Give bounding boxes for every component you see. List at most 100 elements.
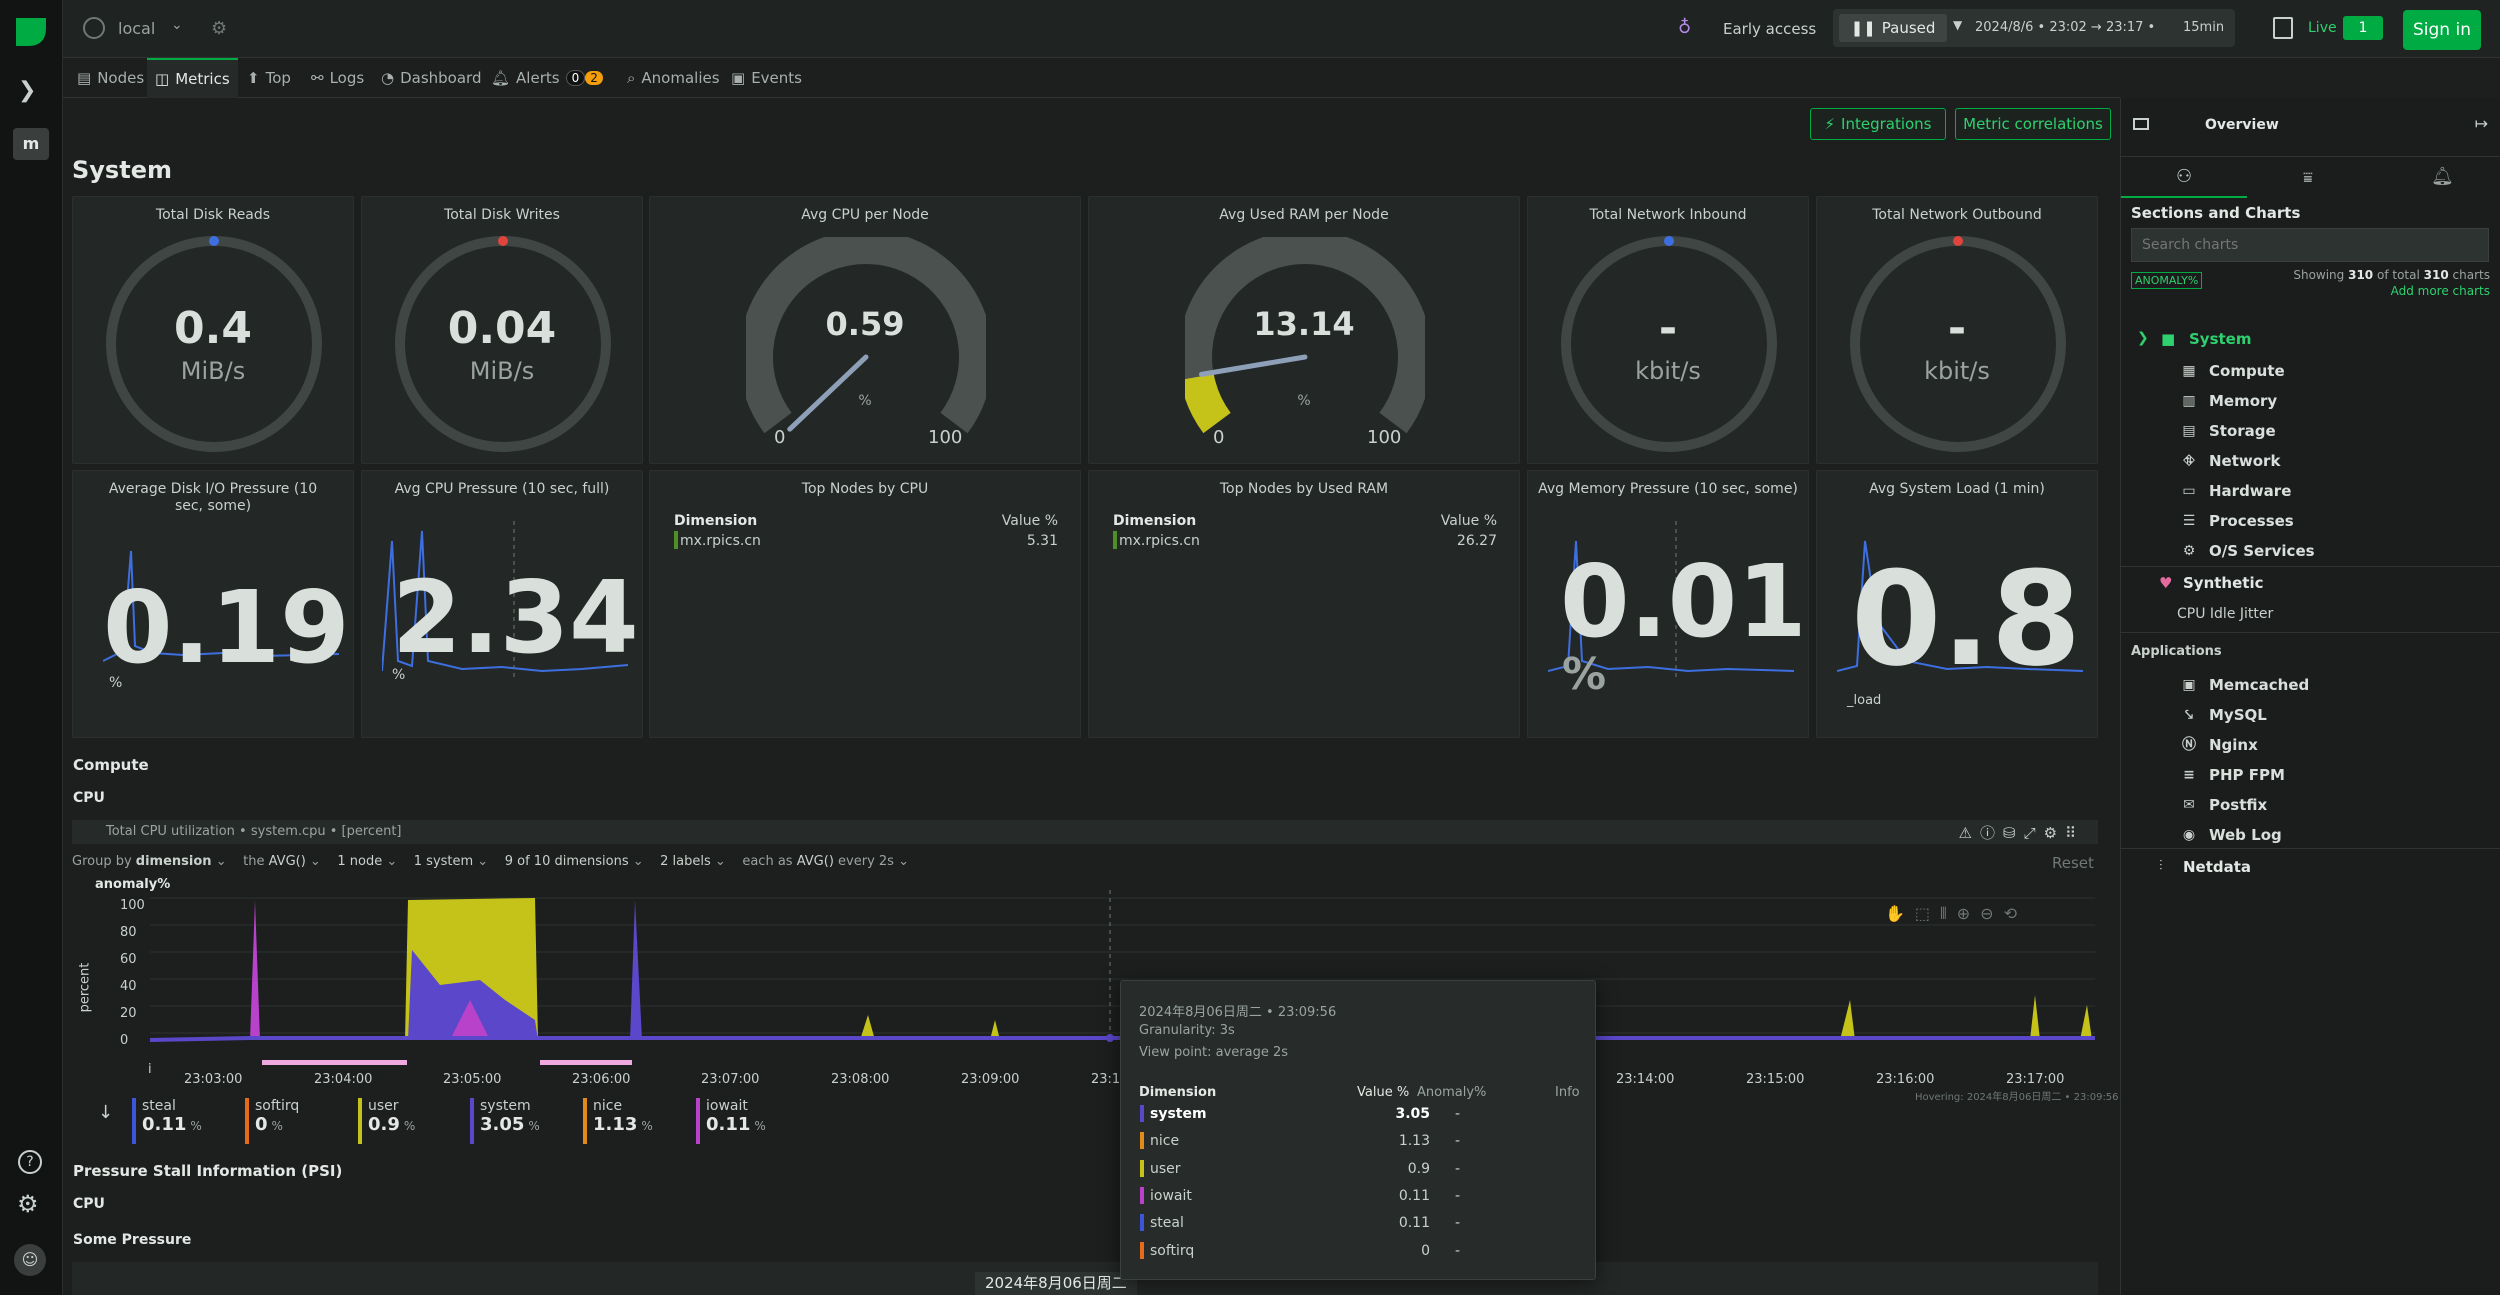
pause-button[interactable]: ❚❚ Paused — [1839, 14, 1947, 42]
sidebar-item-hardware[interactable]: ▭ Hardware — [2182, 482, 2292, 500]
sidebar-item-compute[interactable]: ▦ Compute — [2182, 362, 2285, 380]
gauge-unit: % — [1297, 393, 1311, 409]
time-aggregation-select[interactable]: AVG() — [796, 854, 834, 869]
big-value: 0.19 — [103, 569, 350, 686]
legend-item-system[interactable]: system 3.05% — [470, 1098, 578, 1144]
cpu-pressure-card[interactable]: Avg CPU Pressure (10 sec, full) 2.34 % — [361, 470, 643, 738]
legend-item-user[interactable]: user 0.9% — [358, 1098, 466, 1144]
tab-metrics[interactable]: ◫ Metrics — [147, 58, 238, 98]
gauge-value: 0.4 — [174, 303, 252, 354]
collapse-sidebar-icon[interactable]: ↦ — [2474, 114, 2488, 133]
metric-correlations-button[interactable]: Metric correlations — [1955, 108, 2111, 140]
sidebar-app-web-log[interactable]: ◉ Web Log — [2182, 826, 2282, 844]
sidebar-app-nginx[interactable]: Ⓝ Nginx — [2182, 736, 2258, 754]
add-more-charts-link[interactable]: Add more charts — [2390, 284, 2490, 298]
top-nodes-cpu-card[interactable]: Top Nodes by CPU Dimension Value % mx.rp… — [649, 470, 1081, 738]
legend-item-nice[interactable]: nice 1.13% — [583, 1098, 691, 1144]
integrations-button[interactable]: ⚡ Integrations — [1810, 108, 1946, 140]
system-load-card[interactable]: Avg System Load (1 min) 0.8 _load — [1816, 470, 2098, 738]
labels-filter[interactable]: 2 labels — [660, 854, 711, 869]
sidebar-item-netdata[interactable]: Netdata — [2183, 858, 2252, 876]
node-name[interactable]: mx.rpics.cn — [680, 533, 761, 549]
gauge-card-disk-reads[interactable]: Total Disk Reads 0.4 MiB/s — [72, 196, 354, 464]
aggregation-select[interactable]: AVG() — [268, 854, 306, 869]
tab-anomalies[interactable]: ⌕ Anomalies — [627, 69, 720, 87]
chart-filter-bar[interactable]: Group by dimension ⌄ the AVG() ⌄ 1 node … — [72, 854, 909, 869]
tooltip-swatch — [1140, 1241, 1144, 1259]
space-settings-icon[interactable]: ⚙ — [211, 18, 228, 39]
sidebar-app-mysql[interactable]: ⤥ MySQL — [2181, 706, 2267, 724]
legend-toggle-arrow-icon[interactable]: ↓ — [98, 1102, 114, 1123]
sidebar-item-storage[interactable]: ▤ Storage — [2182, 422, 2276, 440]
nodes-filter[interactable]: 1 node — [337, 854, 383, 869]
node-name[interactable]: mx.rpics.cn — [1119, 533, 1200, 549]
card-title: Average Disk I/O Pressure (10 sec, some) — [108, 481, 318, 514]
space-chevron-down-icon[interactable]: ⌄ — [171, 17, 183, 33]
x-tick-label: 23:06:00 — [572, 1072, 631, 1087]
legend-item-iowait[interactable]: iowait 0.11% — [696, 1098, 804, 1144]
legend-item-steal[interactable]: steal 0.11% — [132, 1098, 240, 1144]
space-name[interactable]: local — [118, 19, 156, 38]
group-by-label: Group by — [72, 854, 132, 869]
memory-pressure-card[interactable]: Avg Memory Pressure (10 sec, some) 0.01 … — [1527, 470, 1809, 738]
dimensions-filter[interactable]: 9 of 10 dimensions — [504, 854, 629, 869]
chart-toolbar-icons[interactable]: ⚠ⓘ⛁⤢⚙⠿ — [1958, 824, 2084, 842]
chart-zoom-tools[interactable]: ✋⬚⫴⊕⊖⟲ — [1885, 904, 2027, 923]
reset-button[interactable]: Reset — [2052, 854, 2094, 872]
tab-nodes[interactable]: ▤ Nodes — [77, 69, 145, 87]
sidebar-item-system[interactable]: System — [2189, 330, 2252, 348]
top-nodes-ram-card[interactable]: Top Nodes by Used RAM Dimension Value % … — [1088, 470, 1520, 738]
early-access-link[interactable]: Early access — [1723, 20, 1817, 38]
alerts-bell-icon[interactable]: 🔔︎ — [2431, 166, 2454, 187]
nodes-panel-icon[interactable] — [2273, 17, 2293, 39]
system-expand-chevron-icon[interactable]: ❯ — [2137, 330, 2149, 346]
tooltip-dim-name: nice — [1150, 1133, 1180, 1150]
play-mode-chevron-icon[interactable]: ▼ — [1953, 18, 1963, 32]
sidebar-item-memory[interactable]: ▥ Memory — [2182, 392, 2278, 410]
anomaly-toggle-badge[interactable]: ANOMALY% — [2131, 272, 2203, 289]
expand-chevron-icon[interactable]: ❯ — [18, 78, 37, 103]
gauge-card-avg-ram[interactable]: Avg Used RAM per Node 13.14 % 0 100 — [1088, 196, 1520, 464]
time-range-text[interactable]: 2024/8/6 • 23:02 → 23:17 • — [1975, 20, 2156, 35]
top-arrow-icon: ⬆ — [247, 69, 260, 87]
gauge-card-net-inbound[interactable]: Total Network Inbound - kbit/s — [1527, 196, 1809, 464]
sidebar-item-o-s-services[interactable]: ⚙ O/S Services — [2182, 542, 2315, 560]
disk-io-pressure-card[interactable]: Average Disk I/O Pressure (10 sec, some)… — [72, 470, 354, 738]
sidebar-item-network[interactable]: ⛗ Network — [2181, 452, 2280, 470]
systems-filter[interactable]: 1 system — [413, 854, 474, 869]
legend-unit: % — [641, 1119, 653, 1133]
user-avatar-icon[interactable]: ☺ — [14, 1244, 46, 1276]
tab-dashboard[interactable]: ◔ Dashboard — [381, 69, 482, 87]
tab-logs[interactable]: ⚯ Logs — [311, 69, 365, 87]
tab-events[interactable]: ▣ Events — [731, 69, 802, 87]
sidebar-item-synthetic[interactable]: Synthetic — [2183, 574, 2264, 592]
gauge-card-net-outbound[interactable]: Total Network Outbound - kbit/s — [1816, 196, 2098, 464]
settings-gear-icon[interactable]: ⚙ — [17, 1190, 39, 1218]
gauge-card-avg-cpu[interactable]: Avg CPU per Node 0.59 % 0 100 — [649, 196, 1081, 464]
duration-text[interactable]: 15min — [2183, 20, 2225, 35]
sidebar-app-memcached[interactable]: ▣ Memcached — [2182, 676, 2310, 694]
help-icon[interactable]: ? — [18, 1150, 42, 1174]
group-by-dim[interactable]: dimension — [135, 854, 212, 869]
netdata-logo-icon[interactable] — [12, 14, 50, 50]
gauge-ring — [395, 236, 611, 452]
sidebar-item-cpu-idle-jitter[interactable]: CPU Idle Jitter — [2177, 606, 2274, 622]
live-count-badge[interactable]: 1 — [2343, 16, 2383, 40]
gauge-unit: kbit/s — [1924, 357, 1990, 385]
sidebar-app-php-fpm[interactable]: ≡ PHP FPM — [2181, 766, 2285, 784]
sidebar-app-postfix[interactable]: ✉ Postfix — [2181, 796, 2267, 814]
legend-item-softirq[interactable]: softirq 0% — [245, 1098, 353, 1144]
space-avatar[interactable]: m — [13, 128, 49, 160]
gauge-card-disk-writes[interactable]: Total Disk Writes 0.04 MiB/s — [361, 196, 643, 464]
charts-nav-icon[interactable]: ⚇ — [2176, 166, 2193, 187]
tab-top[interactable]: ⬆ Top — [247, 69, 291, 87]
system-section-icon: ■ — [2161, 330, 2176, 348]
filter-icon[interactable]: ⩸ — [2303, 168, 2313, 187]
weblog-icon: ◉ — [2182, 827, 2196, 843]
sidebar-item-processes[interactable]: ☰ Processes — [2182, 512, 2294, 530]
sign-in-button[interactable]: Sign in — [2403, 10, 2481, 50]
live-label[interactable]: Live — [2308, 20, 2337, 36]
tooltip-dim-value: 0.11 — [1398, 1215, 1430, 1232]
search-charts-input[interactable] — [2131, 228, 2489, 262]
